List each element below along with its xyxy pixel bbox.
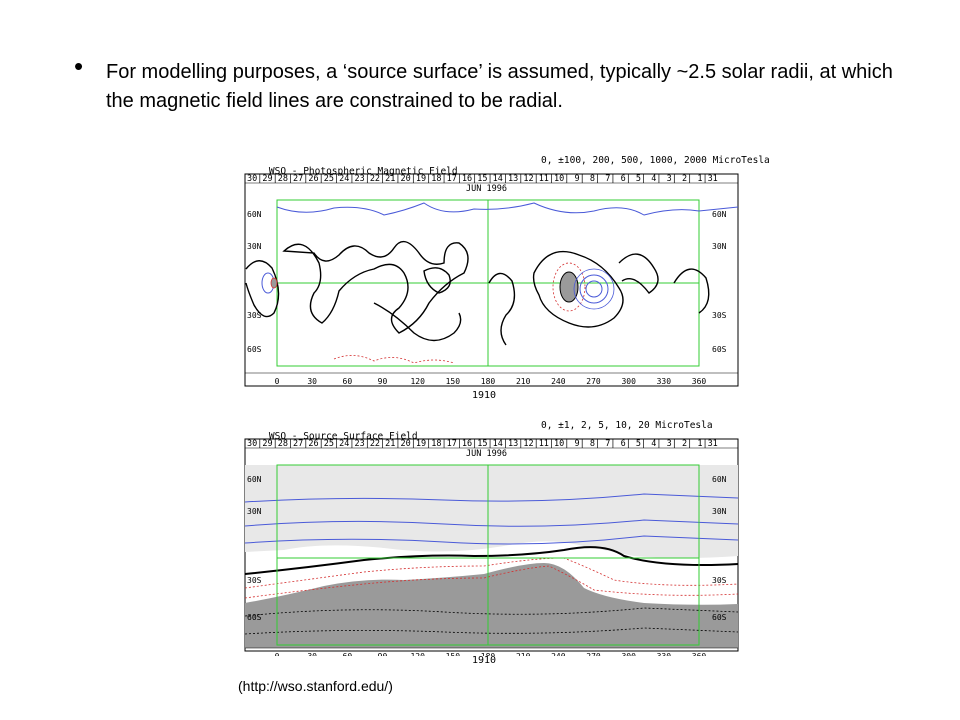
rotation-day-labels: 30|29|28|27|26|25|24|23|22|21|20|19|18|1…: [247, 439, 718, 449]
lat-labels-right: 60N 30N 30S 60S: [712, 475, 727, 622]
map-title-text: WSO - Photospheric Magnetic Field: [268, 166, 458, 177]
grid-lines: [276, 464, 700, 646]
longitude-label: 150: [446, 652, 461, 656]
svg-text:30S: 30S: [247, 576, 262, 585]
longitude-label: 120: [410, 652, 425, 656]
svg-text:60N: 60N: [712, 210, 727, 219]
month-label: JUN 1996: [466, 449, 507, 459]
negative-polarity-region: [245, 563, 738, 648]
positive-region: [579, 274, 609, 304]
positive-polarity-region: [245, 465, 738, 558]
longitude-label: 90: [378, 652, 388, 656]
svg-text:30N: 30N: [247, 507, 262, 516]
longitude-label: 90: [378, 377, 388, 386]
longitude-label: 0: [275, 377, 280, 386]
neutral-line: [532, 250, 624, 328]
map-plot: 30|29|28|27|26|25|24|23|22|21|20|19|18|1…: [244, 173, 739, 387]
neutral-line: [673, 268, 710, 314]
lat-labels-left: 60N 30N 30S 60S: [247, 475, 262, 622]
source-credit-link[interactable]: (http://wso.stanford.edu/): [238, 678, 393, 694]
longitude-label: 270: [586, 652, 601, 656]
month-label: JUN 1996: [466, 184, 507, 194]
longitude-label: 60: [343, 377, 353, 386]
svg-text:60N: 60N: [247, 475, 262, 484]
longitude-label: 0: [275, 652, 280, 656]
lat-labels-left: 60N 30N 30S 60S: [247, 210, 262, 354]
neutral-line: [373, 302, 462, 342]
longitude-label: 300: [621, 377, 636, 386]
neutral-line: [245, 260, 280, 318]
lat-labels-right: 60N 30N 30S 60S: [712, 210, 727, 354]
rotation-day-labels: 30|29|28|27|26|25|24|23|22|21|20|19|18|1…: [247, 174, 718, 184]
contour-levels: 0, ±1, 2, 5, 10, 20 MicroTesla: [541, 420, 713, 431]
longitude-label: 30: [307, 377, 317, 386]
neutral-line: [488, 272, 516, 346]
longitude-label: 210: [516, 652, 531, 656]
longitude-label: 180: [481, 652, 496, 656]
longitude-label: 330: [657, 652, 672, 656]
longitude-label: 120: [410, 377, 425, 386]
longitude-label: 150: [446, 377, 461, 386]
longitude-label: 360: [692, 652, 707, 656]
longitude-label: 180: [481, 377, 496, 386]
svg-text:30S: 30S: [712, 311, 727, 320]
svg-text:30N: 30N: [712, 507, 727, 516]
plot-border: [244, 173, 739, 387]
longitude-label: 240: [551, 652, 566, 656]
svg-text:30S: 30S: [712, 576, 727, 585]
neutral-line: [423, 267, 451, 294]
map-title-text: WSO - Source Surface Field: [268, 431, 418, 442]
contour-levels: 0, ±100, 200, 500, 1000, 2000 MicroTesla: [541, 155, 770, 166]
svg-text:60S: 60S: [712, 345, 727, 354]
svg-text:30S: 30S: [247, 311, 262, 320]
grid-lines: [276, 199, 700, 367]
longitude-label: 30: [307, 652, 317, 656]
svg-text:60N: 60N: [247, 210, 262, 219]
bullet-text: For modelling purposes, a ‘source surfac…: [106, 61, 893, 112]
negative-contour-south: [333, 355, 455, 364]
svg-text:60S: 60S: [247, 613, 262, 622]
longitude-label: 300: [621, 652, 636, 656]
neutral-line: [282, 240, 469, 334]
negative-region: [559, 271, 579, 303]
carrington-rotation-number: 1910: [472, 655, 497, 666]
svg-text:60N: 60N: [712, 475, 727, 484]
svg-text:60S: 60S: [712, 613, 727, 622]
longitude-label: 60: [343, 652, 353, 656]
map-title: WSO - Source Surface Field 0, ±1, 2, 5, …: [246, 420, 736, 464]
longitude-label: 210: [516, 377, 531, 386]
longitude-labels: 0 30 60 90 120 150 180 210 240 270 300 330 360: [275, 377, 707, 386]
neutral-line: [244, 546, 739, 575]
carrington-rotation-number: 1910: [472, 390, 497, 401]
longitude-labels: 0 30 60 90 120 150 180 210 240 270 300 330 360: [275, 652, 707, 656]
bullet-point: •: [74, 51, 84, 81]
svg-text:30N: 30N: [712, 242, 727, 251]
positive-contour-north: [276, 202, 739, 216]
longitude-label: 360: [692, 377, 707, 386]
longitude-label: 240: [551, 377, 566, 386]
map-plot: 30|29|28|27|26|25|24|23|22|21|20|19|18|1…: [244, 438, 739, 656]
longitude-label: 270: [586, 377, 601, 386]
rotation-label-row: 30|29|28|27|26|25|24|23|22|21|20|19|18|1…: [247, 174, 718, 184]
neutral-line: [618, 253, 659, 294]
svg-text:30N: 30N: [247, 242, 262, 251]
longitude-label: 330: [657, 377, 672, 386]
svg-text:60S: 60S: [247, 345, 262, 354]
map-title: WSO - Photospheric Magnetic Field 0, ±10…: [246, 155, 770, 199]
